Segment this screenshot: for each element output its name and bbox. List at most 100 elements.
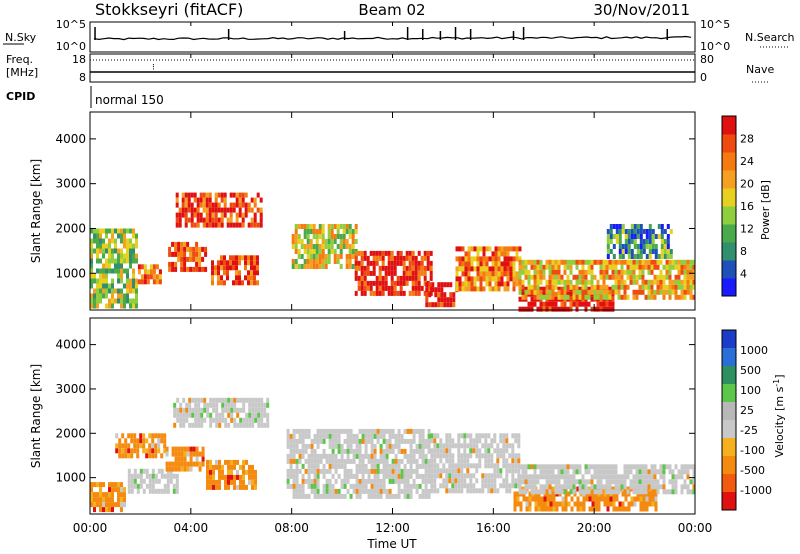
heatmap-cell xyxy=(511,458,515,464)
heatmap-cell xyxy=(224,417,228,423)
heatmap-cell xyxy=(575,289,579,295)
heatmap-cell xyxy=(645,234,649,239)
heatmap-cell xyxy=(251,397,255,403)
heatmap-cell xyxy=(203,397,207,403)
heatmap-cell xyxy=(650,484,654,490)
heatmap-cell xyxy=(388,488,392,494)
heatmap-cell xyxy=(292,448,296,454)
heatmap-cell xyxy=(236,422,240,428)
heatmap-cell xyxy=(394,478,398,484)
heatmap-cell xyxy=(566,294,570,300)
heatmap-cell xyxy=(363,265,367,271)
heatmap-cell xyxy=(187,197,191,203)
heatmap-cell xyxy=(632,259,636,265)
heatmap-cell xyxy=(218,484,221,490)
heatmap-cell xyxy=(336,229,340,234)
heatmap-cell xyxy=(117,482,120,488)
heatmap-cell xyxy=(584,301,588,307)
heatmap-cell xyxy=(382,458,386,464)
heatmap-cell xyxy=(358,463,362,469)
heatmap-cell xyxy=(318,234,322,239)
heatmap-cell xyxy=(605,469,609,475)
heatmap-cell xyxy=(328,438,332,444)
heatmap-cell xyxy=(448,488,452,494)
heatmap-cell xyxy=(551,294,555,300)
heatmap-cell xyxy=(352,488,356,494)
heatmap-cell xyxy=(596,289,600,295)
heatmap-cell xyxy=(93,497,96,503)
heatmap-cell xyxy=(330,229,334,234)
heatmap-cell xyxy=(235,222,239,228)
heatmap-cell xyxy=(427,468,431,474)
heatmap-cell xyxy=(163,443,167,449)
heatmap-cell xyxy=(626,294,630,300)
heatmap-cell xyxy=(563,464,567,470)
heatmap-cell xyxy=(342,229,346,234)
heatmap-cell xyxy=(542,269,546,275)
heatmap-cell xyxy=(318,224,322,229)
heatmap-cell xyxy=(660,244,664,249)
heatmap-cell xyxy=(182,407,186,413)
heatmap-cell xyxy=(542,291,546,297)
heatmap-cell xyxy=(403,478,407,484)
heatmap-cell xyxy=(569,269,573,275)
heatmap-cell xyxy=(514,453,518,459)
heatmap-cell xyxy=(178,212,182,218)
heatmap-cell xyxy=(364,443,368,449)
heatmap-cell xyxy=(469,463,473,469)
heatmap-cell xyxy=(645,496,649,502)
heatmap-cell xyxy=(367,473,371,479)
heatmap-cell xyxy=(221,469,224,475)
heatmap-cell xyxy=(370,438,374,444)
heatmap-cell xyxy=(515,251,519,257)
heatmap-cell xyxy=(259,222,263,228)
heatmap-cell xyxy=(466,488,470,494)
velocity-colorbar-swatch xyxy=(722,438,736,457)
heatmap-cell xyxy=(294,234,298,239)
heatmap-cell xyxy=(388,448,392,454)
heatmap-cell xyxy=(195,241,199,247)
heatmap-cell xyxy=(423,265,427,271)
heatmap-cell xyxy=(641,259,645,265)
heatmap-cell xyxy=(375,285,379,291)
heatmap-cell xyxy=(470,261,474,267)
heatmap-cell xyxy=(313,463,317,469)
heatmap-cell xyxy=(493,483,497,489)
heatmap-cell xyxy=(155,279,159,285)
heatmap-cell xyxy=(403,488,407,494)
heatmap-cell xyxy=(322,453,326,459)
heatmap-cell xyxy=(481,453,485,459)
heatmap-cell xyxy=(408,270,412,276)
heatmap-cell xyxy=(636,224,640,229)
power-colorbar-tick-label: 4 xyxy=(740,268,747,281)
heatmap-cell xyxy=(629,269,633,275)
heatmap-cell xyxy=(657,254,661,259)
power-colorbar-tick-label: 24 xyxy=(740,155,754,168)
heatmap-cell xyxy=(201,451,205,457)
heatmap-cell xyxy=(626,474,630,480)
heatmap-cell xyxy=(123,492,126,498)
heatmap-cell xyxy=(439,443,443,449)
heatmap-cell xyxy=(630,234,634,239)
heatmap-cell xyxy=(451,483,455,489)
heatmap-cell xyxy=(440,297,444,303)
heatmap-cell xyxy=(379,428,383,434)
heatmap-cell xyxy=(208,212,212,218)
heatmap-cell xyxy=(184,222,188,228)
heatmap-cell xyxy=(289,483,293,489)
heatmap-cell xyxy=(692,264,696,270)
heatmap-cell xyxy=(195,461,199,467)
heatmap-cell xyxy=(194,417,198,423)
heatmap-cell xyxy=(120,258,123,264)
heatmap-cell xyxy=(603,491,607,497)
heatmap-cell xyxy=(96,228,99,234)
heatmap-cell xyxy=(533,474,537,480)
heatmap-cell xyxy=(578,479,582,485)
heatmap-cell xyxy=(539,474,543,480)
heatmap-cell xyxy=(96,502,99,508)
heatmap-cell xyxy=(427,428,431,434)
heatmap-cell xyxy=(665,269,669,275)
heatmap-cell xyxy=(227,474,230,480)
heatmap-cell xyxy=(467,261,471,267)
heatmap-cell xyxy=(181,212,185,218)
